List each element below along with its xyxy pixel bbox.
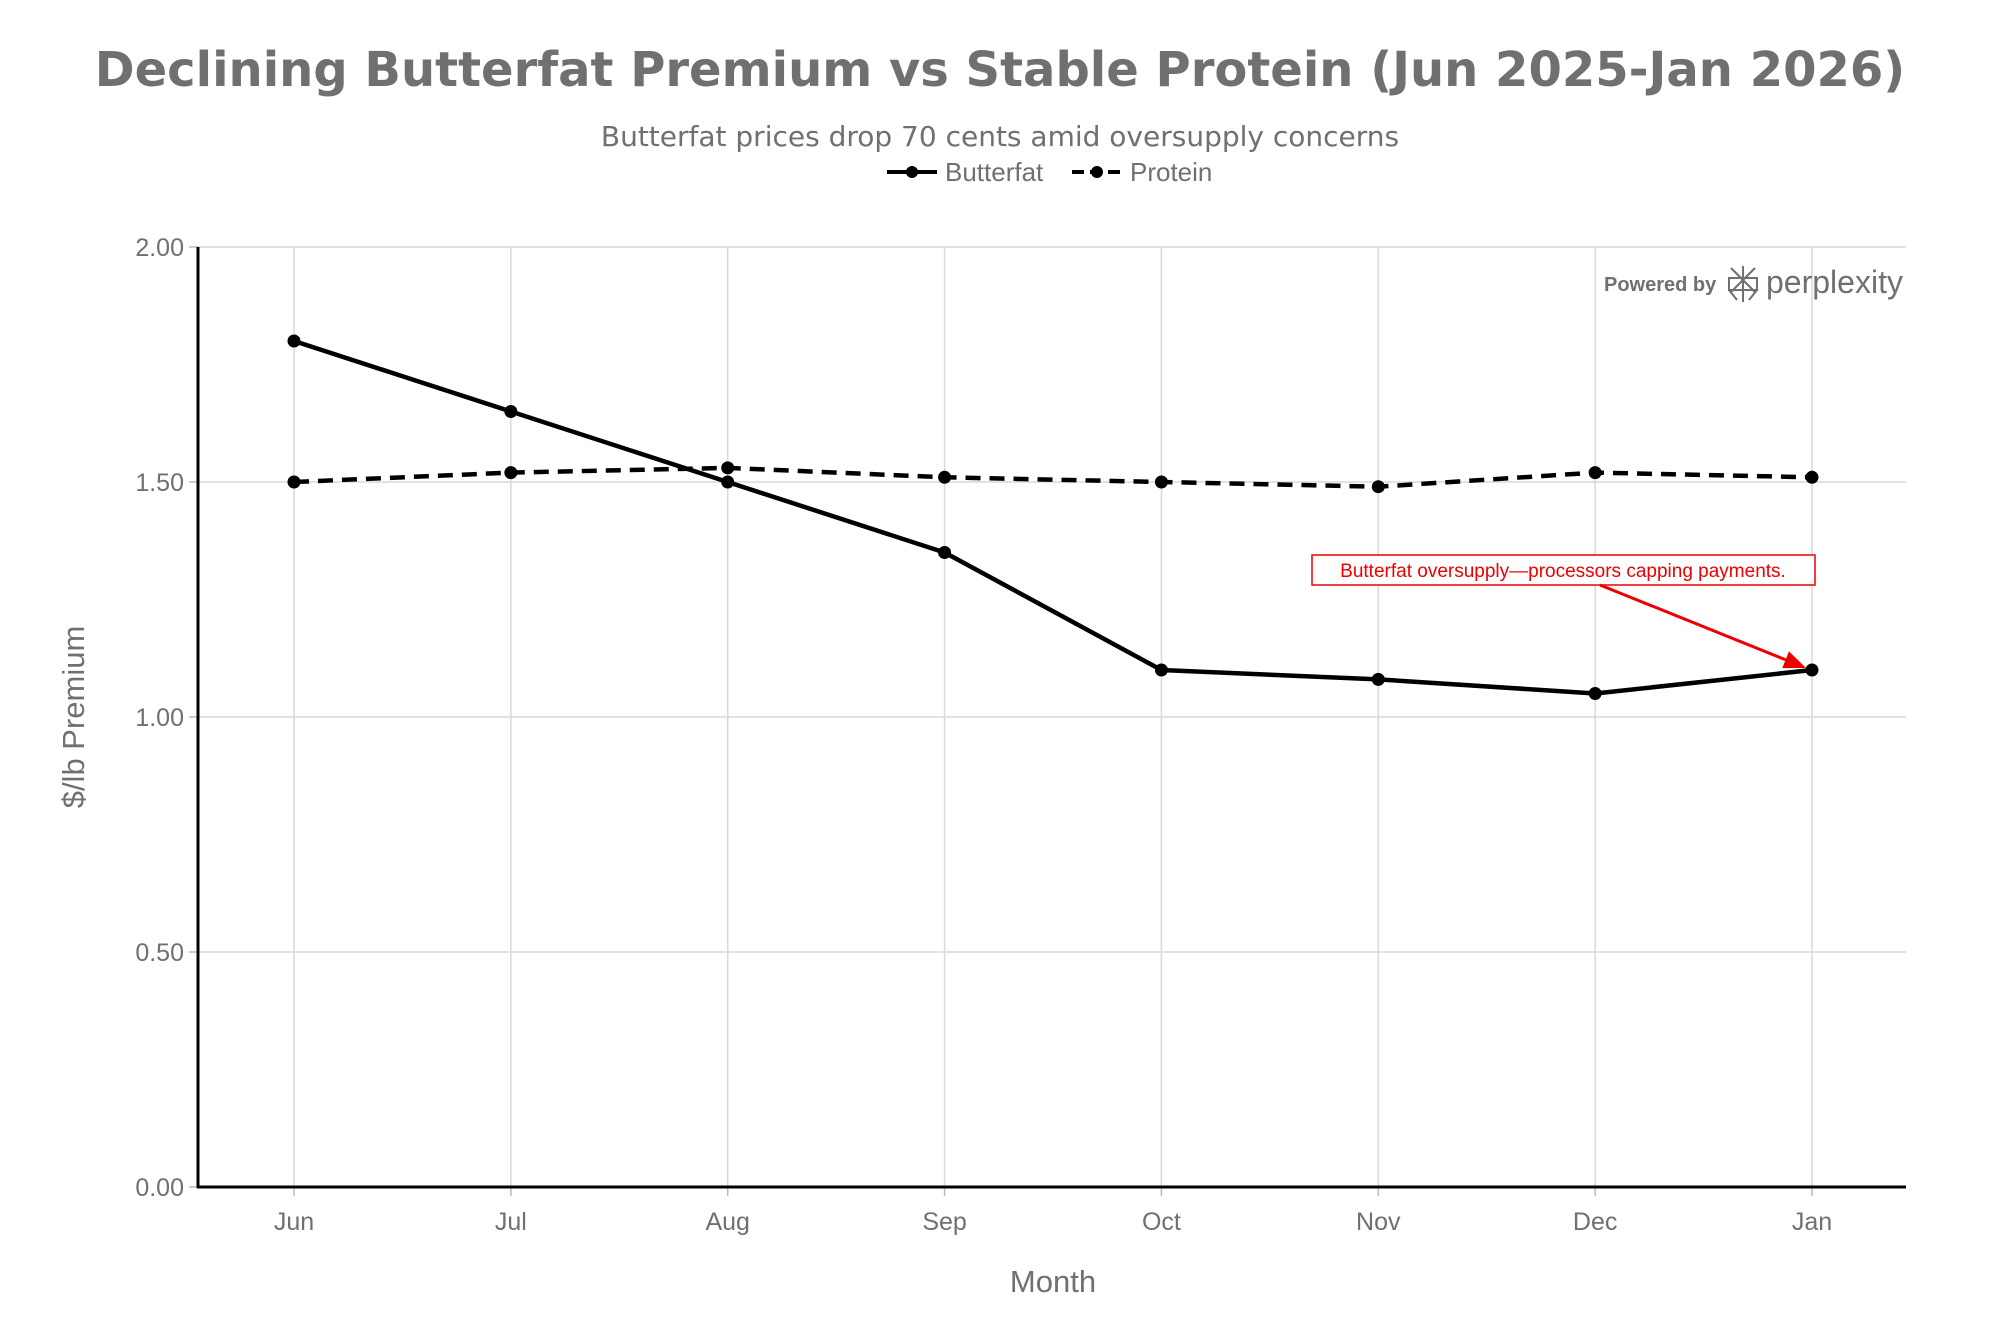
gridlines [198,246,1906,1187]
x-tick-label: Oct [1142,1208,1181,1236]
chart-subtitle: Butterfat prices drop 70 cents amid over… [601,120,1399,153]
y-tick-label: 1.00 [135,704,184,732]
branding: Powered by perplexity [1604,264,1903,302]
data-point-protein[interactable] [1805,470,1819,484]
annotation-text: Butterfat oversupply—processors capping … [1340,561,1786,582]
data-point-protein[interactable] [938,470,952,484]
annotation-arrowhead [1782,651,1806,669]
legend-label-butterfat: Butterfat [945,157,1044,187]
branding-prefix: Powered by [1604,274,1717,296]
perplexity-logo-icon [1728,266,1758,302]
data-point-protein[interactable] [1154,475,1168,489]
data-point-protein[interactable] [1588,466,1602,480]
legend-item-protein[interactable]: Protein [1072,157,1212,187]
y-tick-label: 0.50 [135,939,184,967]
y-tick-label: 0.00 [135,1174,184,1202]
data-point-butterfat[interactable] [1371,672,1385,686]
x-tick-label: Jul [495,1208,527,1236]
data-point-butterfat[interactable] [1588,687,1602,700]
y-axis-ticks: 0.00 0.50 1.00 1.50 2.00 [135,234,198,1202]
series-layer [287,334,1819,700]
y-tick-label: 2.00 [135,234,184,262]
legend-item-butterfat[interactable]: Butterfat [887,157,1044,187]
x-tick-label: Sep [922,1208,966,1236]
x-tick-label: Jun [274,1208,314,1236]
data-point-butterfat[interactable] [1805,663,1819,677]
series-line-protein [293,465,1813,489]
x-tick-label: Dec [1573,1208,1617,1236]
data-point-butterfat[interactable] [287,334,301,348]
x-tick-label: Nov [1356,1208,1401,1236]
annotation-arrow [1599,583,1787,662]
series-line-butterfat [293,338,1813,696]
data-point-butterfat[interactable] [1154,663,1168,677]
branding-name: perplexity [1766,264,1903,300]
legend-marker-butterfat [906,166,918,178]
x-tick-label: Aug [705,1208,749,1236]
data-point-butterfat[interactable] [504,405,518,418]
y-tick-label: 1.50 [135,469,184,497]
data-point-protein[interactable] [721,461,735,475]
data-point-protein[interactable] [504,466,518,480]
chart-title: Declining Butterfat Premium vs Stable Pr… [95,42,1905,98]
legend-marker-protein [1091,166,1103,178]
data-point-butterfat[interactable] [721,475,735,489]
x-axis-title: Month [1010,1264,1096,1299]
annotation: Butterfat oversupply—processors capping … [1311,554,1816,669]
y-axis-title: $/lb Premium [56,626,91,809]
data-point-protein[interactable] [1371,480,1385,494]
data-point-protein[interactable] [287,475,301,489]
data-point-butterfat[interactable] [938,546,952,559]
x-tick-label: Jan [1792,1208,1832,1236]
x-axis-ticks: Jun Jul Aug Sep Oct Nov Dec Jan [274,1187,1832,1236]
legend-label-protein: Protein [1130,157,1212,187]
annotation-box [1311,554,1816,586]
legend: Butterfat Protein [887,157,1212,187]
